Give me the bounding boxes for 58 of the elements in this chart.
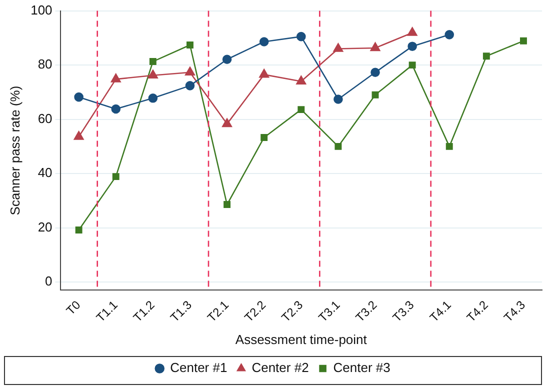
point (333, 43, 344, 52)
point (222, 118, 232, 128)
x-tick-label: T1.3 (168, 298, 195, 325)
point (75, 226, 82, 234)
point (185, 66, 195, 76)
point (186, 42, 194, 48)
point (148, 94, 158, 103)
point (408, 62, 416, 69)
x-axis-title: Assessment time-point (235, 332, 368, 347)
point (259, 68, 270, 78)
point (444, 30, 454, 40)
y-tick-label: 20 (38, 219, 52, 234)
x-tick-label: T2.2 (242, 298, 269, 325)
point (112, 173, 120, 180)
point (260, 134, 268, 141)
point (259, 37, 269, 46)
x-tick-label: T2.1 (204, 298, 232, 325)
point (111, 104, 121, 114)
point (370, 42, 380, 52)
point (446, 142, 453, 150)
point (334, 94, 343, 104)
point (520, 37, 527, 44)
point (296, 32, 306, 42)
legend-label: Center #1 (170, 360, 228, 376)
legend-label: Center #3 (333, 360, 390, 376)
point (407, 27, 418, 36)
point (408, 42, 417, 51)
x-tick-label: T4.1 (426, 298, 454, 325)
point (185, 81, 195, 90)
y-tick-label: 60 (38, 110, 52, 126)
point (222, 54, 232, 64)
x-tick-label: T4.3 (501, 298, 528, 325)
y-tick-label: 80 (38, 56, 52, 72)
point (334, 142, 342, 150)
point (74, 92, 84, 102)
x-tick-label: T0 (63, 298, 84, 318)
point (74, 131, 84, 140)
point (372, 91, 379, 98)
point (148, 70, 158, 79)
point (298, 106, 305, 114)
point (110, 74, 121, 82)
x-tick-label: T1.1 (93, 298, 121, 325)
y-tick-label: 40 (38, 165, 52, 180)
y-tick-label: 0 (45, 274, 52, 289)
y-axis-title: Scanner pass rate (%) (7, 86, 22, 216)
legend-label: Center #2 (252, 360, 309, 376)
x-tick-label: T4.2 (464, 298, 492, 325)
point (224, 201, 231, 208)
y-tick-label: 100 (30, 2, 52, 18)
x-tick-label: T2.3 (278, 298, 306, 325)
x-tick-label: T3.3 (390, 298, 417, 325)
point (149, 58, 156, 66)
point (370, 68, 380, 78)
x-tick-label: T3.2 (352, 298, 380, 325)
x-tick-label: T1.2 (130, 298, 158, 325)
point (296, 76, 306, 84)
x-tick-label: T3.1 (316, 298, 343, 325)
point (482, 52, 490, 60)
